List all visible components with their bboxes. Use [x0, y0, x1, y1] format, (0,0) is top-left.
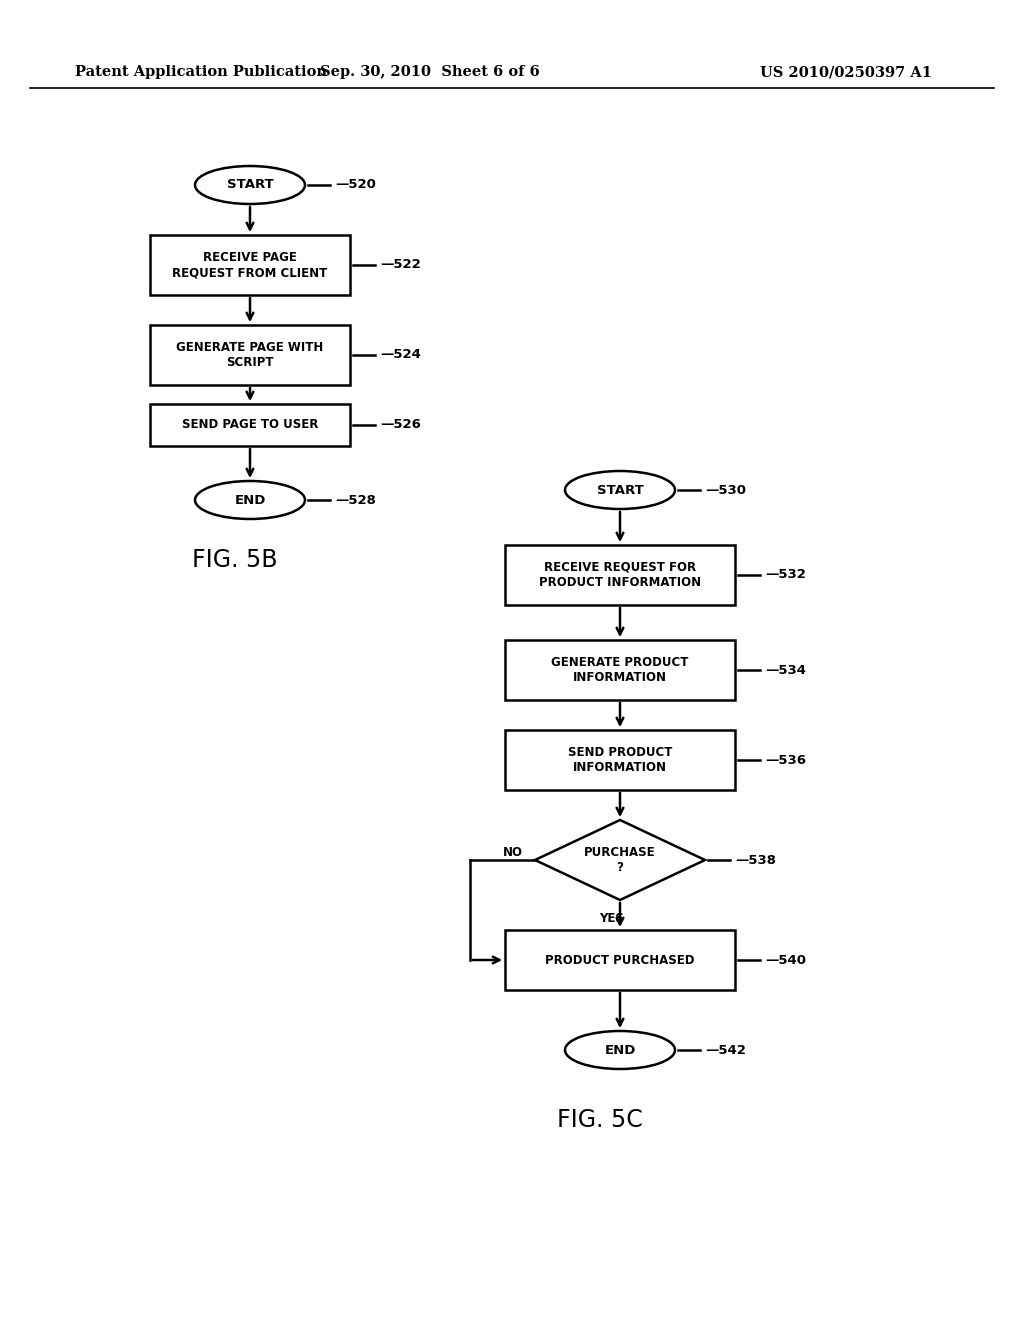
Text: END: END: [604, 1044, 636, 1056]
Text: FIG. 5C: FIG. 5C: [557, 1107, 643, 1133]
Text: —520: —520: [335, 178, 376, 191]
Text: PURCHASE
?: PURCHASE ?: [584, 846, 655, 874]
Text: —530: —530: [705, 483, 746, 496]
Text: —542: —542: [705, 1044, 745, 1056]
Text: —534: —534: [765, 664, 806, 676]
Text: START: START: [226, 178, 273, 191]
Text: GENERATE PAGE WITH
SCRIPT: GENERATE PAGE WITH SCRIPT: [176, 341, 324, 370]
Text: —536: —536: [765, 754, 806, 767]
Text: RECEIVE PAGE
REQUEST FROM CLIENT: RECEIVE PAGE REQUEST FROM CLIENT: [172, 251, 328, 279]
Text: Sep. 30, 2010  Sheet 6 of 6: Sep. 30, 2010 Sheet 6 of 6: [321, 65, 540, 79]
Bar: [150, 404, 350, 446]
Bar: [505, 545, 735, 605]
Text: START: START: [597, 483, 643, 496]
Text: FIG. 5B: FIG. 5B: [193, 548, 278, 572]
Text: —532: —532: [765, 569, 806, 582]
Text: SEND PAGE TO USER: SEND PAGE TO USER: [182, 418, 318, 432]
Text: —522: —522: [380, 259, 421, 272]
Text: —540: —540: [765, 953, 806, 966]
Text: US 2010/0250397 A1: US 2010/0250397 A1: [760, 65, 932, 79]
Text: SEND PRODUCT
INFORMATION: SEND PRODUCT INFORMATION: [568, 746, 672, 774]
Text: NO: NO: [503, 846, 523, 858]
Text: —524: —524: [380, 348, 421, 362]
Text: PRODUCT PURCHASED: PRODUCT PURCHASED: [545, 953, 694, 966]
Text: RECEIVE REQUEST FOR
PRODUCT INFORMATION: RECEIVE REQUEST FOR PRODUCT INFORMATION: [539, 561, 701, 589]
Bar: [150, 235, 350, 294]
Text: YES: YES: [600, 912, 625, 925]
Bar: [150, 325, 350, 385]
Text: Patent Application Publication: Patent Application Publication: [75, 65, 327, 79]
Text: —528: —528: [335, 494, 376, 507]
Text: —526: —526: [380, 418, 421, 432]
Bar: [505, 730, 735, 789]
Text: —538: —538: [735, 854, 776, 866]
Text: GENERATE PRODUCT
INFORMATION: GENERATE PRODUCT INFORMATION: [551, 656, 689, 684]
Text: END: END: [234, 494, 265, 507]
Bar: [505, 931, 735, 990]
Bar: [505, 640, 735, 700]
